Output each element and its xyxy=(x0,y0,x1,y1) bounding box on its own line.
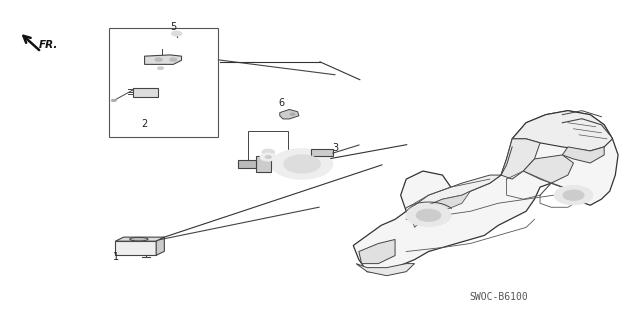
Polygon shape xyxy=(356,263,415,276)
Polygon shape xyxy=(145,55,182,64)
Polygon shape xyxy=(359,240,395,263)
Bar xyxy=(238,160,256,168)
Circle shape xyxy=(262,149,275,155)
Circle shape xyxy=(111,99,116,102)
Circle shape xyxy=(172,31,182,36)
Polygon shape xyxy=(115,241,156,255)
Circle shape xyxy=(416,209,441,221)
Polygon shape xyxy=(406,175,501,219)
Polygon shape xyxy=(412,191,470,227)
Circle shape xyxy=(271,149,333,179)
Circle shape xyxy=(157,67,164,70)
Text: 5: 5 xyxy=(171,22,177,32)
Circle shape xyxy=(290,113,295,115)
Text: 6: 6 xyxy=(278,99,284,108)
Polygon shape xyxy=(311,149,333,156)
Polygon shape xyxy=(115,237,164,241)
Circle shape xyxy=(260,153,276,161)
Circle shape xyxy=(554,186,593,205)
Circle shape xyxy=(284,155,321,173)
Bar xyxy=(248,131,288,167)
Polygon shape xyxy=(256,156,271,172)
Polygon shape xyxy=(501,139,540,179)
Ellipse shape xyxy=(130,237,148,241)
Circle shape xyxy=(265,155,271,159)
Polygon shape xyxy=(512,111,612,151)
Polygon shape xyxy=(156,237,164,255)
Text: 2: 2 xyxy=(141,119,147,129)
Circle shape xyxy=(155,58,163,62)
Text: FR.: FR. xyxy=(39,40,59,50)
Text: 3: 3 xyxy=(332,143,338,153)
Circle shape xyxy=(170,58,177,62)
Polygon shape xyxy=(563,147,604,163)
Circle shape xyxy=(563,190,584,200)
Polygon shape xyxy=(353,111,618,272)
Circle shape xyxy=(406,204,451,226)
Bar xyxy=(133,88,158,97)
Text: SWOC-B6100: SWOC-B6100 xyxy=(470,292,529,302)
Text: 1: 1 xyxy=(113,252,119,262)
Polygon shape xyxy=(280,109,299,119)
Text: 4: 4 xyxy=(246,161,252,171)
Bar xyxy=(109,28,218,137)
Polygon shape xyxy=(524,155,573,183)
